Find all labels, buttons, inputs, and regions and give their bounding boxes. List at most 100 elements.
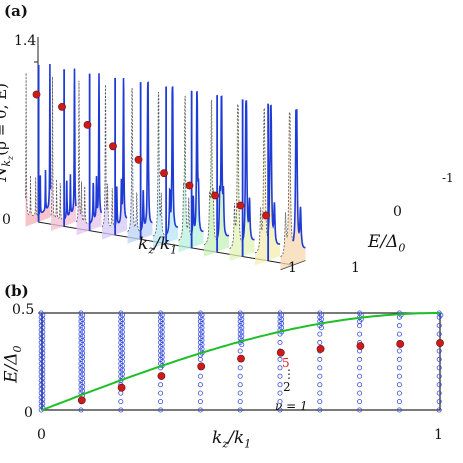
panel-b-level-circle <box>118 399 124 405</box>
panel-b-level-circle <box>357 373 363 379</box>
panel-b-level-circle <box>237 399 243 405</box>
panel-b-level-circle <box>118 390 124 396</box>
panel-b-level-circle <box>197 399 203 405</box>
xlabel-den-sub: 1 <box>170 243 178 257</box>
panel-b-level-circle <box>357 331 363 337</box>
panel-b-level-circle <box>396 331 402 337</box>
panel-b-level-circle <box>277 365 283 371</box>
panel-b-level-circle <box>197 310 203 316</box>
panel-a-solid-curve <box>113 77 128 227</box>
b-ylabel-sub: 0 <box>10 345 24 353</box>
panel-b-level-circle <box>317 390 323 396</box>
panel-a-solid-curve <box>37 63 52 216</box>
panel-b-level-circle <box>277 399 283 405</box>
ylabel-args: (ρ = 0, E) <box>0 83 10 156</box>
panel-a-solid-curve <box>88 73 103 225</box>
ylabel-z: z <box>6 155 16 160</box>
panel-a-solid-curve <box>241 99 255 242</box>
panel-a-slice-fill <box>25 64 51 227</box>
panel-b-level-circle <box>436 348 442 354</box>
annotation-dots: ⋮ <box>283 367 295 381</box>
panel-b-level-circle <box>357 390 363 396</box>
panel-b-xlabel: kz/k1 <box>212 428 251 450</box>
panel-b-level-circle <box>317 365 323 371</box>
panel-b-level-circle <box>317 399 323 405</box>
panel-b-level-circle <box>197 373 203 379</box>
panel-a <box>25 37 306 271</box>
panel-b-level-circle <box>197 390 203 396</box>
panel-b-level-circle <box>436 373 442 379</box>
xlabel-z: z <box>148 243 155 257</box>
panel-b-level-circle <box>277 356 283 362</box>
annotation-nu: ν = 1 <box>275 399 308 413</box>
panel-b-red-point <box>237 354 245 363</box>
b-xlabel-den-sub: 1 <box>244 437 252 451</box>
panel-a-ytick-zero: 0 <box>2 212 11 228</box>
elabel-sub: 0 <box>398 241 406 255</box>
ylabel-N: N <box>0 167 11 182</box>
panel-b-level-circle <box>357 310 363 316</box>
panel-b-level-circle <box>277 310 283 316</box>
panel-b-level-circle <box>78 310 84 316</box>
panel-b-level-circle <box>118 407 124 413</box>
panel-b-level-circle <box>436 407 442 413</box>
panel-b-level-circle <box>277 373 283 379</box>
panel-b-level-circle <box>317 356 323 362</box>
panel-b-level-circle <box>237 348 243 354</box>
panel-b-level-circle <box>396 390 402 396</box>
panel-a-peak-marker <box>83 120 92 129</box>
panel-a-etick-plus: 1 <box>351 260 360 276</box>
panel-b-ytick-top: 0.5 <box>12 302 35 318</box>
panel-b-level-circle <box>436 390 442 396</box>
annotation-5: 5 <box>282 356 290 370</box>
panel-a-solid-curve <box>266 104 281 245</box>
b-xlabel-den: /k <box>228 428 245 448</box>
panel-b-label: (b) <box>4 282 29 300</box>
panel-a-xtick-end: 1 <box>288 260 297 276</box>
panel-b-level-circle <box>317 340 323 346</box>
panel-a-solid-curve <box>215 95 230 240</box>
panel-a-solid-curve <box>190 90 204 236</box>
panel-a-peak-marker <box>262 211 270 220</box>
panel-b-level-circle <box>396 348 402 354</box>
panel-b-level-circle <box>158 382 164 388</box>
panel-b-level-circle <box>158 407 164 413</box>
panel-b-level-circle <box>436 365 442 371</box>
panel-b-level-circle <box>237 382 243 388</box>
panel-b-level-circle <box>317 331 323 337</box>
panel-a-etick-minus: -1 <box>442 171 454 185</box>
panel-b-level-circle <box>277 340 283 346</box>
panel-a-ylabel: Nkz(ρ = 0, E) <box>0 83 16 181</box>
panel-b-level-circle <box>436 331 442 337</box>
panel-b-level-circle <box>317 382 323 388</box>
panel-b-level-circle <box>357 365 363 371</box>
panel-a-solid-curve <box>164 86 178 236</box>
panel-b-level-circle <box>396 407 402 413</box>
panel-b-level-circle <box>436 399 442 405</box>
panel-b-level-circle <box>158 390 164 396</box>
panel-b-level-circle <box>197 382 203 388</box>
panel-b-level-circle <box>317 373 323 379</box>
panel-b-red-point <box>356 342 365 350</box>
panel-b-level-circle <box>357 407 363 413</box>
panel-a-peak-marker <box>236 201 245 210</box>
panel-b-red-point <box>396 340 405 348</box>
b-xlabel-k: k <box>212 428 223 448</box>
panel-b-level-circle <box>357 323 363 329</box>
panel-a-dashed-curve <box>25 63 51 216</box>
panel-b-level-circle <box>38 310 44 316</box>
panel-b-level-circle <box>78 407 84 413</box>
panel-b-level-circle <box>277 390 283 396</box>
panel-a-solid-curve <box>139 81 153 232</box>
panel-a-solid-curve <box>62 68 77 221</box>
panel-a-slice-fill <box>204 96 229 257</box>
panel-b-level-circle <box>436 382 442 388</box>
panel-b-level-circle <box>237 365 243 371</box>
panel-b-level-circle <box>396 365 402 371</box>
panel-b-level-circle <box>396 382 402 388</box>
panel-b-red-point <box>276 348 285 357</box>
panel-b-level-circle <box>436 323 442 329</box>
panel-a-peak-marker <box>32 90 41 99</box>
panel-b-level-circle <box>237 390 243 396</box>
